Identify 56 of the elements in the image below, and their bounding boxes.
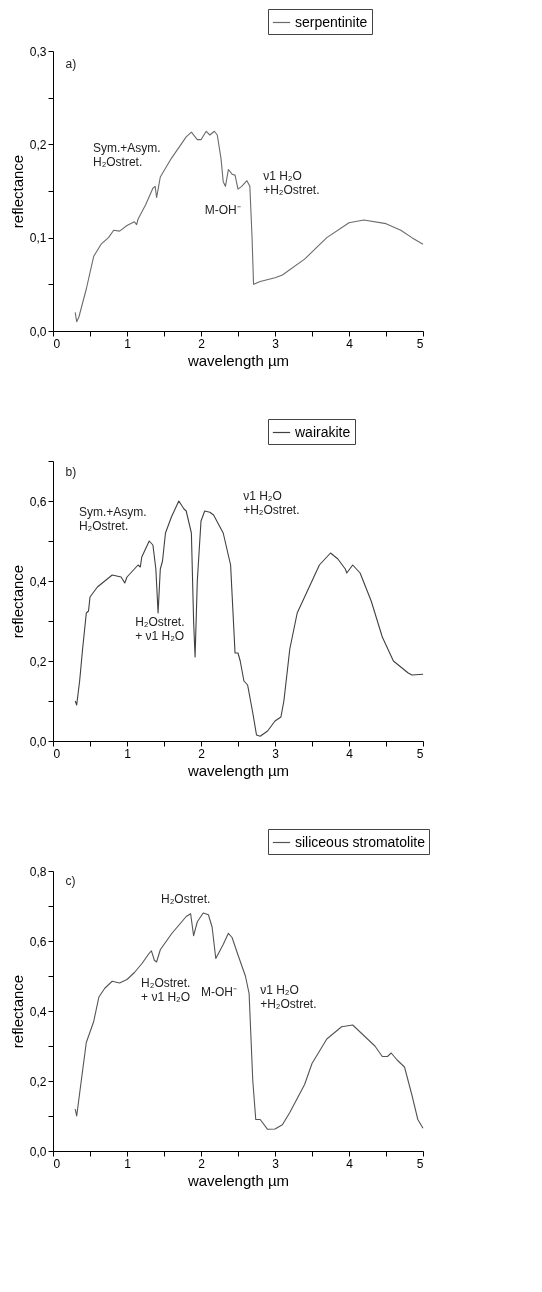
annotation: c) <box>65 874 76 889</box>
y-axis-title: reflectance <box>8 154 26 229</box>
y-tick-label: 0,3 <box>29 44 47 59</box>
x-tick-label: 3 <box>272 336 280 351</box>
annotation: H₂Ostret. <box>161 891 211 906</box>
y-axis-title: reflectance <box>8 974 26 1049</box>
y-tick-label: 0,4 <box>29 1004 47 1019</box>
annotation: H₂Ostret. + ν1 H₂O <box>141 975 191 1004</box>
x-axis-title: wavelength µm <box>186 761 290 779</box>
x-tick-label: 0 <box>53 746 61 761</box>
annotation: ν1 H₂O +H₂Ostret. <box>260 982 317 1011</box>
x-tick-label: 1 <box>124 1156 132 1171</box>
x-axis-title: wavelength µm <box>186 1171 290 1189</box>
legend-label: serpentinite <box>295 13 368 30</box>
x-tick-label: 2 <box>198 336 206 351</box>
annotation: Sym.+Asym. H₂Ostret. <box>78 504 147 533</box>
annotation: a) <box>65 56 77 71</box>
x-tick-label: 4 <box>346 336 354 351</box>
x-tick-label: 2 <box>198 746 206 761</box>
x-tick-label: 1 <box>124 336 132 351</box>
y-tick-label: 0,1 <box>29 231 47 246</box>
y-tick-label: 0,0 <box>29 1144 47 1159</box>
annotation: b) <box>65 464 77 479</box>
annotation: ν1 H₂O +H₂Ostret. <box>243 488 300 517</box>
x-tick-label: 3 <box>272 1156 280 1171</box>
y-axis-title: reflectance <box>8 564 26 639</box>
x-tick-label: 0 <box>53 1156 61 1171</box>
x-tick-label: 5 <box>416 1156 424 1171</box>
annotation: H₂Ostret. + ν1 H₂O <box>135 614 185 643</box>
annotation: ν1 H₂O +H₂Ostret. <box>263 168 320 197</box>
line-series <box>74 912 424 1130</box>
y-tick-label: 0,2 <box>29 137 47 152</box>
annotation: Sym.+Asym. H₂Ostret. <box>92 140 161 169</box>
x-tick-label: 5 <box>416 336 424 351</box>
x-tick-label: 0 <box>53 336 61 351</box>
y-tick-label: 0,6 <box>29 934 47 949</box>
x-tick-label: 2 <box>198 1156 206 1171</box>
y-tick-label: 0,0 <box>29 734 47 749</box>
annotation: M-OH⁻ <box>201 984 237 999</box>
y-tick-label: 0,6 <box>29 494 47 509</box>
legend-label: wairakite <box>294 423 351 440</box>
y-tick-label: 0,4 <box>29 574 47 589</box>
y-tick-label: 0,2 <box>29 1074 47 1089</box>
y-tick-label: 0,8 <box>29 864 47 879</box>
x-tick-label: 5 <box>416 746 424 761</box>
x-axis-title: wavelength µm <box>186 351 290 369</box>
x-tick-label: 4 <box>346 746 354 761</box>
y-tick-label: 0,2 <box>29 654 47 669</box>
x-tick-label: 3 <box>272 746 280 761</box>
x-tick-label: 1 <box>124 746 132 761</box>
line-series <box>74 130 424 323</box>
annotation: M-OH⁻ <box>204 203 241 217</box>
x-tick-label: 4 <box>346 1156 354 1171</box>
line-series <box>74 500 424 737</box>
legend-label: siliceous stromatolite <box>295 833 426 850</box>
y-tick-label: 0,0 <box>29 324 47 339</box>
